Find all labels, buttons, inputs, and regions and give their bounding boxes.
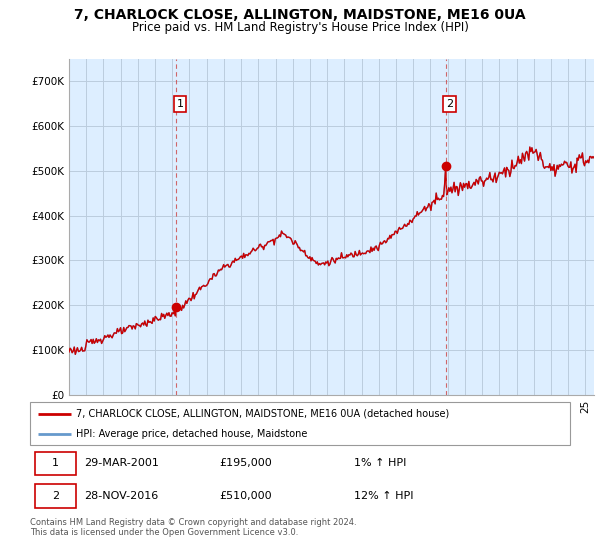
Text: 7, CHARLOCK CLOSE, ALLINGTON, MAIDSTONE, ME16 0UA (detached house): 7, CHARLOCK CLOSE, ALLINGTON, MAIDSTONE,…: [76, 409, 449, 419]
Text: £510,000: £510,000: [219, 491, 272, 501]
Text: HPI: Average price, detached house, Maidstone: HPI: Average price, detached house, Maid…: [76, 430, 307, 439]
Text: 2: 2: [446, 99, 453, 109]
Text: 1: 1: [52, 459, 59, 469]
FancyBboxPatch shape: [35, 451, 76, 475]
Text: 2: 2: [52, 491, 59, 501]
Text: 29-MAR-2001: 29-MAR-2001: [84, 459, 159, 469]
Text: £195,000: £195,000: [219, 459, 272, 469]
Text: Price paid vs. HM Land Registry's House Price Index (HPI): Price paid vs. HM Land Registry's House …: [131, 21, 469, 34]
Text: Contains HM Land Registry data © Crown copyright and database right 2024.
This d: Contains HM Land Registry data © Crown c…: [30, 518, 356, 538]
Text: 12% ↑ HPI: 12% ↑ HPI: [354, 491, 413, 501]
FancyBboxPatch shape: [35, 484, 76, 507]
Text: 7, CHARLOCK CLOSE, ALLINGTON, MAIDSTONE, ME16 0UA: 7, CHARLOCK CLOSE, ALLINGTON, MAIDSTONE,…: [74, 8, 526, 22]
Text: 1% ↑ HPI: 1% ↑ HPI: [354, 459, 406, 469]
Text: 28-NOV-2016: 28-NOV-2016: [84, 491, 158, 501]
Text: 1: 1: [176, 99, 184, 109]
